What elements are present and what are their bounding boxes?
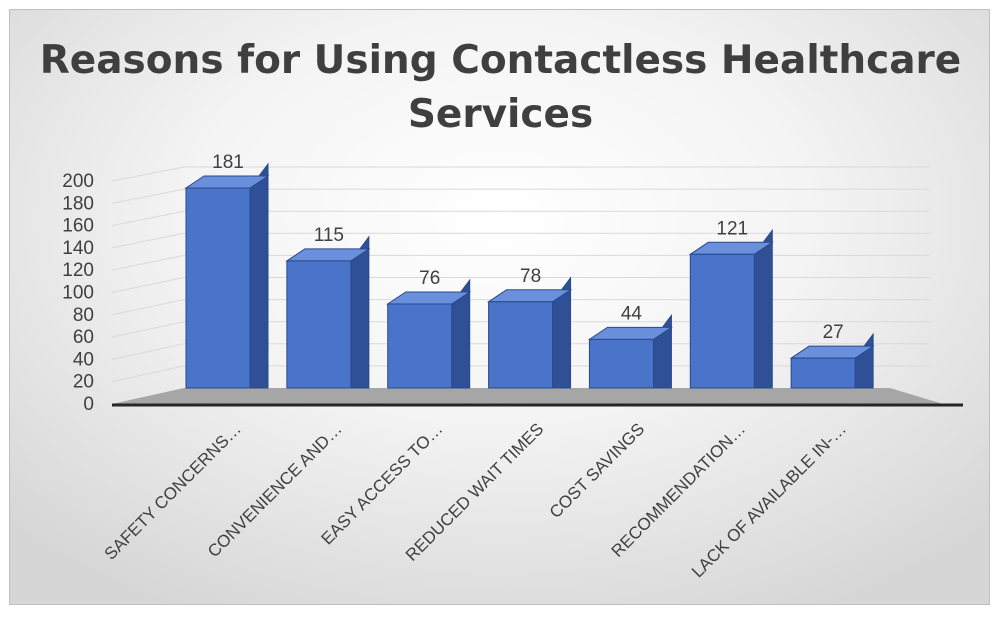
y-tick-label: 160 — [62, 216, 94, 237]
data-label: 27 — [823, 322, 844, 343]
y-tick-label: 0 — [83, 394, 94, 415]
bar — [486, 276, 573, 389]
data-label: 121 — [716, 218, 748, 239]
y-tick-label: 100 — [62, 283, 94, 304]
bar — [587, 313, 674, 389]
y-tick-label: 80 — [73, 305, 94, 326]
gridline — [111, 365, 930, 383]
bar-front — [185, 187, 251, 389]
bar-side — [753, 228, 773, 389]
bar-front — [790, 357, 856, 389]
bar-side — [854, 332, 874, 389]
y-tick-label: 40 — [73, 349, 94, 370]
data-label: 76 — [419, 268, 440, 289]
gridline — [111, 299, 930, 316]
gridline — [111, 188, 930, 204]
gridline — [111, 277, 930, 293]
bar — [688, 228, 774, 389]
gridlines — [111, 166, 930, 383]
bar-front — [286, 260, 352, 389]
y-tick-label: 60 — [73, 327, 94, 348]
gridline — [111, 343, 930, 360]
bar-front — [689, 253, 755, 389]
bar-side — [249, 162, 269, 389]
x-axis: SAFETY CONCERNS…CONVENIENCE AND…EASY ACC… — [101, 419, 850, 581]
data-label: 44 — [621, 303, 643, 324]
x-tick-label: COST SAVINGS — [546, 419, 649, 522]
bar-side — [652, 313, 672, 389]
data-label: 181 — [212, 152, 244, 173]
y-tick-label: 20 — [73, 372, 94, 393]
gridline — [111, 254, 930, 271]
y-tick-label: 120 — [62, 260, 94, 281]
gridline — [111, 166, 930, 182]
data-label: 78 — [520, 266, 541, 287]
gridline — [111, 321, 930, 338]
bar — [386, 278, 472, 389]
bar — [184, 162, 270, 389]
floor-surface — [112, 388, 943, 404]
bar — [285, 235, 371, 389]
gridline — [111, 232, 930, 249]
bar-front — [387, 303, 453, 389]
y-tick-label: 140 — [62, 238, 94, 259]
bar-front — [588, 338, 654, 389]
bar — [789, 332, 875, 389]
data-label: 115 — [314, 225, 344, 246]
chart-floor — [112, 388, 963, 407]
data-labels: 181 115 76 78 44 121 27 — [212, 152, 844, 343]
bar-front — [488, 301, 554, 389]
chart-title: Reasons for Using Contactless Healthcare… — [39, 38, 962, 137]
bars — [184, 162, 875, 389]
y-tick-label: 180 — [62, 193, 94, 214]
gridline — [111, 210, 930, 227]
y-tick-label: 200 — [62, 171, 94, 192]
